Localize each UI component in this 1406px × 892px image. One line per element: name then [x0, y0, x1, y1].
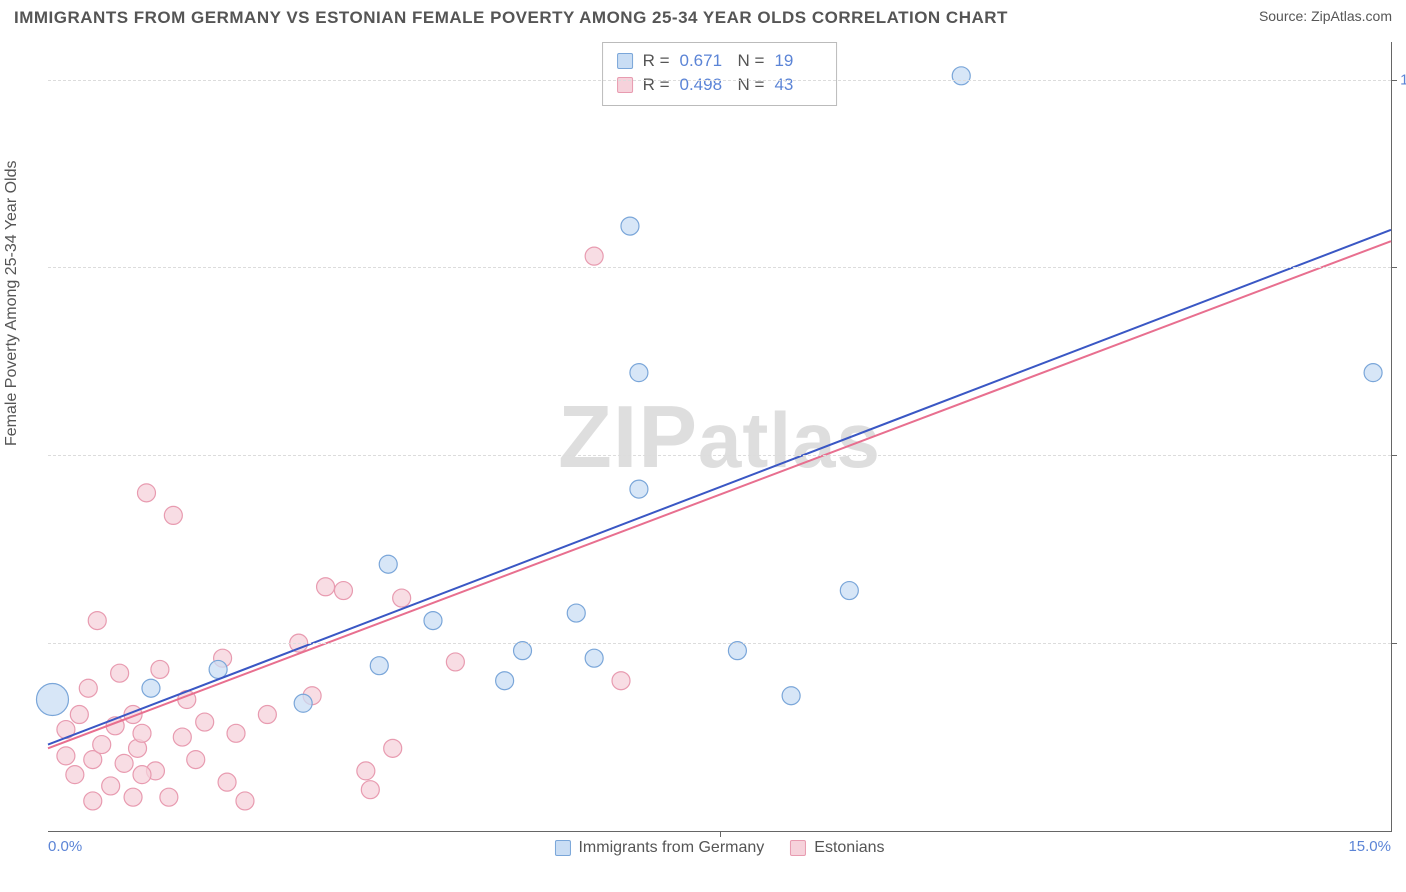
scatter-point — [88, 612, 106, 630]
legend-label-0: Immigrants from Germany — [578, 839, 764, 857]
x-tick-label: 15.0% — [1348, 838, 1391, 855]
scatter-point — [160, 788, 178, 806]
scatter-point — [187, 751, 205, 769]
stat-R-value-1: 0.498 — [680, 73, 728, 97]
y-axis-label: Female Poverty Among 25-34 Year Olds — [3, 161, 21, 447]
scatter-point — [585, 247, 603, 265]
gridline-h — [48, 80, 1391, 81]
scatter-point — [370, 657, 388, 675]
scatter-point — [361, 781, 379, 799]
legend-label-1: Estonians — [814, 839, 884, 857]
legend-item-series-1: Estonians — [790, 839, 884, 857]
scatter-point — [424, 612, 442, 630]
scatter-point — [621, 217, 639, 235]
x-tick-mark — [720, 831, 721, 837]
scatter-point — [137, 484, 155, 502]
y-tick-label: 75.0% — [1396, 259, 1406, 276]
y-tick-label: 25.0% — [1396, 635, 1406, 652]
scatter-point — [384, 739, 402, 757]
stat-N-value-0: 19 — [774, 49, 822, 73]
scatter-point — [782, 687, 800, 705]
scatter-point — [514, 642, 532, 660]
y-tick-label: 100.0% — [1396, 71, 1406, 88]
scatter-point — [124, 788, 142, 806]
stat-N-label: N = — [738, 73, 765, 97]
scatter-point — [173, 728, 191, 746]
scatter-point — [952, 67, 970, 85]
scatter-point — [133, 724, 151, 742]
scatter-point — [57, 747, 75, 765]
x-tick-label: 0.0% — [48, 838, 82, 855]
stat-N-value-1: 43 — [774, 73, 822, 97]
scatter-point — [630, 480, 648, 498]
scatter-point — [209, 660, 227, 678]
scatter-point — [258, 706, 276, 724]
scatter-point — [1364, 364, 1382, 382]
scatter-point — [227, 724, 245, 742]
scatter-point — [102, 777, 120, 795]
scatter-point — [393, 589, 411, 607]
gridline-h — [48, 267, 1391, 268]
stats-row-series-0: R = 0.671 N = 19 — [617, 49, 823, 73]
trend-line — [48, 241, 1391, 748]
scatter-point — [840, 582, 858, 600]
scatter-point — [218, 773, 236, 791]
y-tick-mark — [1391, 80, 1397, 81]
legend-bottom: Immigrants from Germany Estonians — [554, 839, 884, 857]
scatter-point — [446, 653, 464, 671]
stat-R-label: R = — [643, 49, 670, 73]
scatter-point — [567, 604, 585, 622]
gridline-h — [48, 643, 1391, 644]
scatter-point — [196, 713, 214, 731]
source-attribution: Source: ZipAtlas.com — [1259, 8, 1392, 24]
scatter-point — [317, 578, 335, 596]
chart-title: IMMIGRANTS FROM GERMANY VS ESTONIAN FEMA… — [14, 8, 1008, 28]
legend-item-series-0: Immigrants from Germany — [554, 839, 764, 857]
scatter-point — [294, 694, 312, 712]
swatch-series-0-icon — [617, 53, 633, 69]
scatter-point — [93, 736, 111, 754]
scatter-point — [36, 684, 68, 716]
stat-N-label: N = — [738, 49, 765, 73]
legend-swatch-0-icon — [554, 840, 570, 856]
scatter-point — [728, 642, 746, 660]
scatter-point — [70, 706, 88, 724]
scatter-point — [357, 762, 375, 780]
y-tick-mark — [1391, 267, 1397, 268]
plot-area: ZIPatlas R = 0.671 N = 19 R = 0.498 N = … — [48, 42, 1392, 832]
scatter-point — [133, 766, 151, 784]
scatter-point — [66, 766, 84, 784]
chart-svg — [48, 42, 1391, 831]
trend-line — [48, 230, 1391, 745]
scatter-point — [151, 660, 169, 678]
scatter-point — [236, 792, 254, 810]
y-tick-label: 50.0% — [1396, 447, 1406, 464]
scatter-point — [612, 672, 630, 690]
stat-R-label: R = — [643, 73, 670, 97]
y-tick-mark — [1391, 455, 1397, 456]
scatter-point — [496, 672, 514, 690]
scatter-point — [84, 792, 102, 810]
scatter-point — [111, 664, 129, 682]
y-tick-mark — [1391, 643, 1397, 644]
scatter-point — [115, 754, 133, 772]
scatter-point — [79, 679, 97, 697]
scatter-point — [379, 555, 397, 573]
scatter-point — [630, 364, 648, 382]
scatter-point — [585, 649, 603, 667]
scatter-point — [142, 679, 160, 697]
scatter-point — [164, 506, 182, 524]
legend-swatch-1-icon — [790, 840, 806, 856]
gridline-h — [48, 455, 1391, 456]
stat-R-value-0: 0.671 — [680, 49, 728, 73]
scatter-point — [334, 582, 352, 600]
stats-box: R = 0.671 N = 19 R = 0.498 N = 43 — [602, 42, 838, 106]
stats-row-series-1: R = 0.498 N = 43 — [617, 73, 823, 97]
